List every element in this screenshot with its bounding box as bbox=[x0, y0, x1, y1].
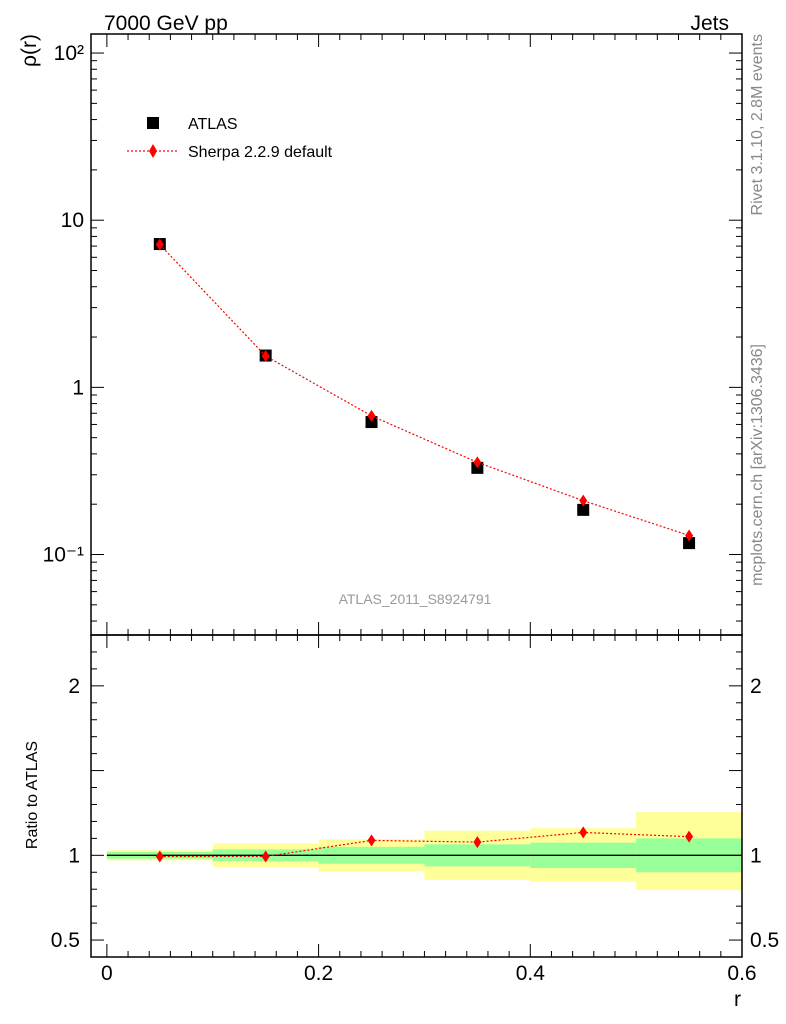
main-y-tick-label: 10² bbox=[54, 42, 84, 65]
mc-point bbox=[685, 529, 694, 542]
main-y-tick-label: 10 bbox=[61, 209, 84, 232]
legend-label-atlas: ATLAS bbox=[188, 116, 238, 133]
x-axis-label: r bbox=[734, 988, 741, 1011]
ratio-mc-point bbox=[473, 836, 482, 849]
ratio-mc-point bbox=[155, 850, 164, 863]
ratio-mc-point bbox=[261, 850, 270, 863]
mc-point bbox=[473, 456, 482, 469]
ratio-y-tick-label: 2 bbox=[68, 675, 80, 698]
main-panel: 10⁻¹ 1 10 10² ρ(r) ATLAS_2011_S8924791 ATLA… bbox=[18, 33, 743, 636]
ratio-y-tick-label-right: 2 bbox=[750, 675, 762, 698]
analysis-id-label: ATLAS_2011_S8924791 bbox=[339, 591, 492, 607]
source-label: mcplots.cern.ch [arXiv:1306.3436] bbox=[749, 344, 766, 586]
mc-line bbox=[159, 244, 690, 537]
x-tick-label: 0.2 bbox=[304, 962, 333, 985]
ratio-panel-frame bbox=[90, 634, 743, 958]
x-tick-label: 0 bbox=[101, 962, 113, 985]
ratio-y-tick-label: 0.5 bbox=[51, 929, 80, 952]
ratio-panel: 0 0.2 0.4 0.6 0.5 0.5 1 1 2 2 Ratio to ATLAS r bbox=[24, 634, 779, 1011]
ratio-mc-line bbox=[159, 831, 690, 858]
header-right-label: Jets bbox=[690, 12, 729, 35]
ratio-y-tick-label-right: 0.5 bbox=[750, 929, 779, 952]
main-y-tick-label: 10⁻¹ bbox=[43, 544, 84, 567]
header-left-label: 7000 GeV pp bbox=[104, 12, 228, 35]
atlas-data-point bbox=[365, 416, 378, 429]
atlas-data-point bbox=[577, 503, 590, 516]
ratio-mc-point bbox=[367, 834, 376, 847]
legend-label-sherpa: Sherpa 2.2.9 default bbox=[188, 144, 333, 161]
legend: ATLAS Sherpa 2.2.9 default bbox=[127, 116, 333, 161]
mc-point bbox=[579, 494, 588, 507]
x-tick-label: 0.6 bbox=[727, 962, 756, 985]
main-y-tick-label: 1 bbox=[72, 376, 84, 399]
atlas-data-point bbox=[683, 537, 696, 550]
ratio-mc-point bbox=[579, 826, 588, 839]
ratio-y-tick-label: 1 bbox=[68, 844, 80, 867]
main-y-axis-label: ρ(r) bbox=[18, 34, 41, 67]
mc-point bbox=[155, 238, 164, 251]
ratio-y-tick-label-right: 1 bbox=[750, 844, 762, 867]
x-tick-label: 0.4 bbox=[516, 962, 546, 985]
rivet-label: Rivet 3.1.10, 2.8M events bbox=[749, 34, 766, 215]
ratio-y-axis-label: Ratio to ATLAS bbox=[24, 741, 41, 849]
mc-point bbox=[367, 409, 376, 422]
legend-marker-sherpa bbox=[149, 144, 157, 158]
ratio-mc-point bbox=[685, 830, 694, 843]
legend-marker-atlas bbox=[147, 117, 159, 129]
mc-point bbox=[261, 350, 270, 363]
